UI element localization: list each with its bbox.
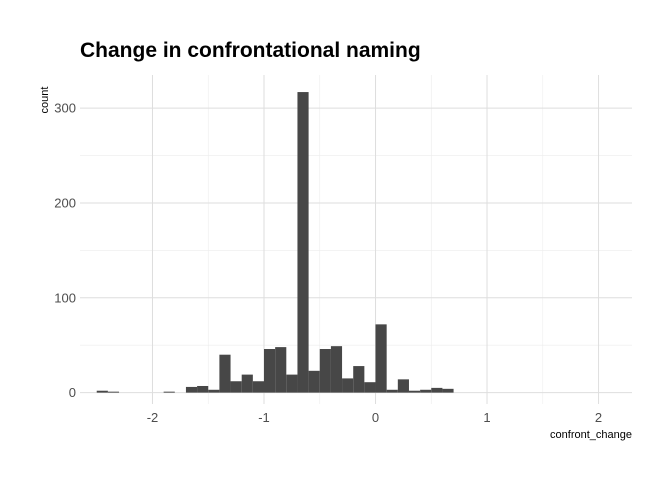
histogram-bar	[342, 378, 354, 393]
y-axis-title: count	[39, 87, 51, 114]
histogram-bar	[319, 349, 331, 393]
histogram-bar	[107, 391, 120, 393]
x-tick-label: 2	[595, 410, 602, 425]
histogram-bar	[420, 389, 432, 393]
histogram-bar	[386, 389, 398, 393]
histogram-bar	[353, 366, 365, 393]
histogram-bar	[208, 389, 220, 393]
histogram-bar	[397, 379, 409, 393]
bars	[96, 92, 454, 393]
histogram-bar	[96, 390, 108, 393]
x-axis-ticks: -2 -1 0 1 2	[147, 410, 602, 425]
histogram-bar	[219, 354, 231, 393]
histogram-bar	[330, 346, 343, 393]
x-tick-label: -2	[147, 410, 159, 425]
histogram-bar	[185, 386, 198, 393]
histogram-bar	[230, 381, 242, 393]
grid	[80, 75, 632, 404]
histogram-bar	[375, 324, 387, 393]
y-axis-ticks: 0 100 200 300	[54, 101, 76, 400]
y-tick-label: 0	[69, 385, 76, 400]
histogram-bar	[364, 382, 376, 393]
histogram-bar	[297, 92, 309, 393]
histogram-bar	[252, 381, 264, 393]
histogram-bar	[241, 374, 253, 393]
histogram-bar	[442, 388, 454, 393]
histogram-bar	[197, 385, 209, 393]
x-tick-label: 0	[372, 410, 379, 425]
x-axis-title: confront_change	[550, 429, 632, 441]
y-tick-label: 200	[54, 195, 76, 210]
x-tick-label: -1	[258, 410, 270, 425]
chart-title: Change in confrontational naming	[80, 39, 421, 62]
y-tick-label: 100	[54, 290, 76, 305]
histogram-bar	[286, 374, 298, 393]
histogram-bar	[275, 347, 287, 393]
histogram-bar	[431, 387, 443, 393]
y-tick-label: 300	[54, 101, 76, 116]
histogram-bar	[264, 349, 276, 393]
x-tick-label: 1	[483, 410, 490, 425]
histogram-bar	[308, 370, 320, 393]
histogram-bar	[408, 390, 421, 393]
histogram-bar	[163, 391, 175, 393]
